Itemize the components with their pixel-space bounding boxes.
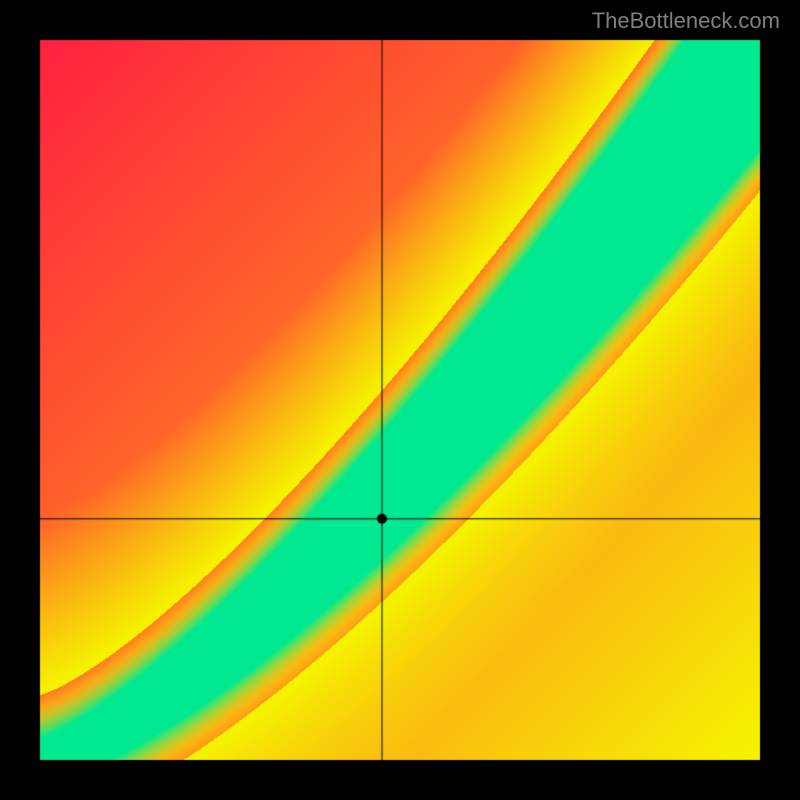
watermark-text: TheBottleneck.com <box>592 8 780 34</box>
chart-container: TheBottleneck.com <box>0 0 800 800</box>
bottleneck-heatmap <box>0 0 800 800</box>
